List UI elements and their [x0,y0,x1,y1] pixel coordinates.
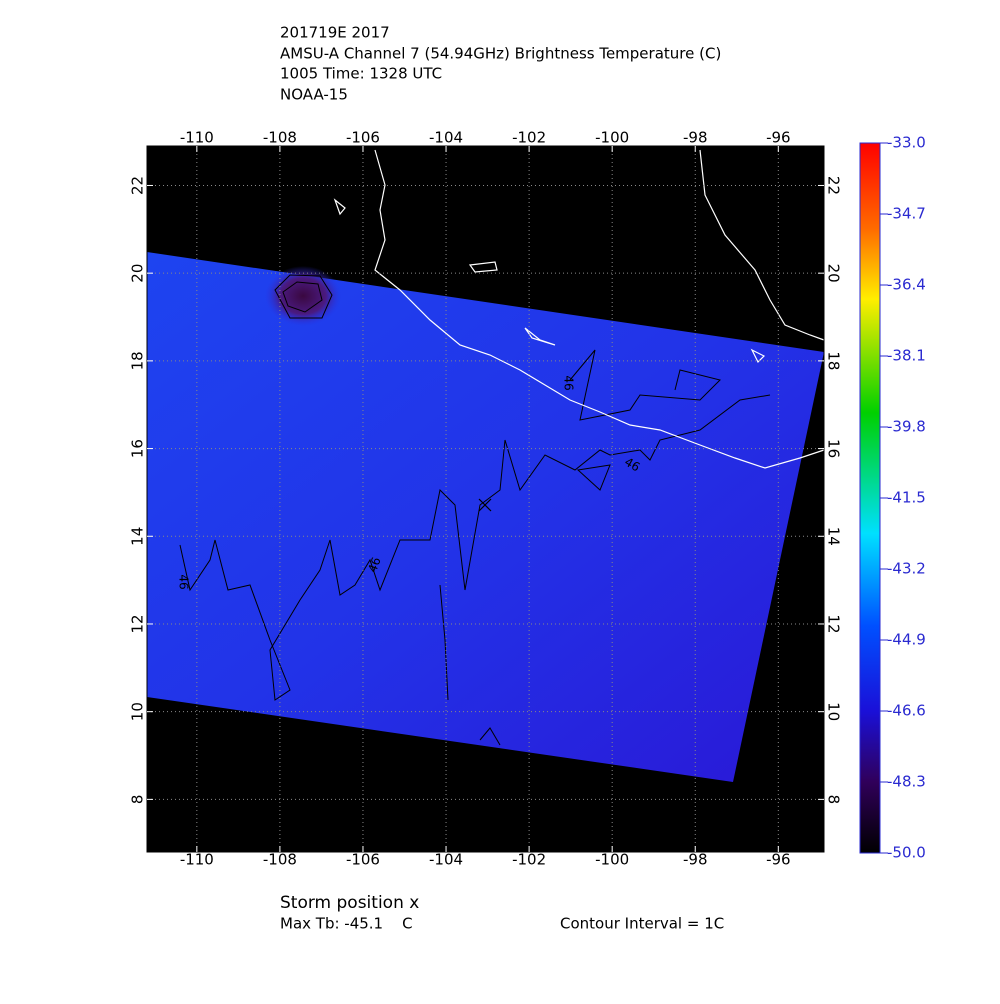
y-tick-label: 18 [129,351,147,370]
storm-marker [478,498,492,512]
colorbar-label: -39.8 [887,418,926,436]
contour-line [439,584,449,701]
y-tick-label: 16 [129,439,147,458]
colorbar-label: -38.1 [887,347,926,365]
y-tick-label: 12 [129,614,147,633]
contour-line [274,274,333,319]
y-tick-label: 14 [129,527,147,546]
header-line: 201719E 2017 [280,24,390,42]
colorbar-label: -36.4 [887,276,926,294]
grid [147,146,824,852]
x-tick-label: -98 [683,851,708,869]
x-tick-label: -96 [766,851,791,869]
y-tick-label: 12 [825,614,843,633]
x-tick-label: -96 [766,129,791,147]
x-tick-label: -110 [180,129,214,147]
storm-label: Storm position x [280,893,419,913]
y-tick-label: 10 [825,702,843,721]
colorbar-label: -41.5 [887,489,926,507]
x-tick-label: -106 [346,129,380,147]
x-tick-label: -100 [595,851,629,869]
x-tick-label: -98 [683,129,708,147]
colorbar [859,142,881,854]
y-tick-label: 22 [825,176,843,195]
x-tick-label: -100 [595,129,629,147]
colorbar-label: -48.3 [887,773,926,791]
y-tick-label: 14 [825,527,843,546]
island [333,198,766,364]
x-tick-label: -108 [263,129,297,147]
contour-label: 46 [365,555,383,574]
contour-line [179,394,771,701]
x-tick-label: -104 [429,129,463,147]
contour-line [479,464,611,746]
contour-line [569,349,721,421]
y-tick-label: 8 [825,795,843,805]
y-tick-label: 20 [825,264,843,283]
coast-line [699,149,825,341]
contours [179,274,771,746]
header-line: NOAA-15 [280,86,348,104]
header-line: 1005 Time: 1328 UTC [280,65,442,83]
y-tick-label: 8 [129,795,147,805]
contour-label: 46 [562,375,576,390]
y-tick-label: 22 [129,176,147,195]
colorbar-label: -44.9 [887,631,926,649]
x-tick-label: -108 [263,851,297,869]
y-tick-label: 16 [825,439,843,458]
coast-line [374,149,825,469]
footer: Storm position x Max Tb: -45.1 C Contour… [280,893,724,933]
x-tick-label: -104 [429,851,463,869]
x-tick-label: -106 [346,851,380,869]
coastline [333,149,825,469]
colorbar-label: -34.7 [887,205,926,223]
contour-line [282,281,323,313]
map-frame [146,145,825,853]
x-tick-label: -110 [180,851,214,869]
y-tick-label: 18 [825,351,843,370]
header-line: AMSU-A Channel 7 (54.94GHz) Brightness T… [280,45,721,63]
colorbar-label: -43.2 [887,560,926,578]
x-tick-label: -102 [512,129,546,147]
colorbar-label: -46.6 [887,702,926,720]
contour-label: 46 [177,574,191,589]
y-tick-label: 20 [129,264,147,283]
colorbar-label: -50.0 [887,844,926,862]
colorbar-label: -33.0 [887,134,926,152]
x-tick-label: -102 [512,851,546,869]
contour-interval: Contour Interval = 1C [560,915,724,933]
max-tb: Max Tb: -45.1 C [280,915,413,933]
header: 201719E 2017 AMSU-A Channel 7 (54.94GHz)… [280,24,721,104]
y-tick-label: 10 [129,702,147,721]
data-swath [147,252,824,782]
contour-label: 46 [622,455,642,475]
